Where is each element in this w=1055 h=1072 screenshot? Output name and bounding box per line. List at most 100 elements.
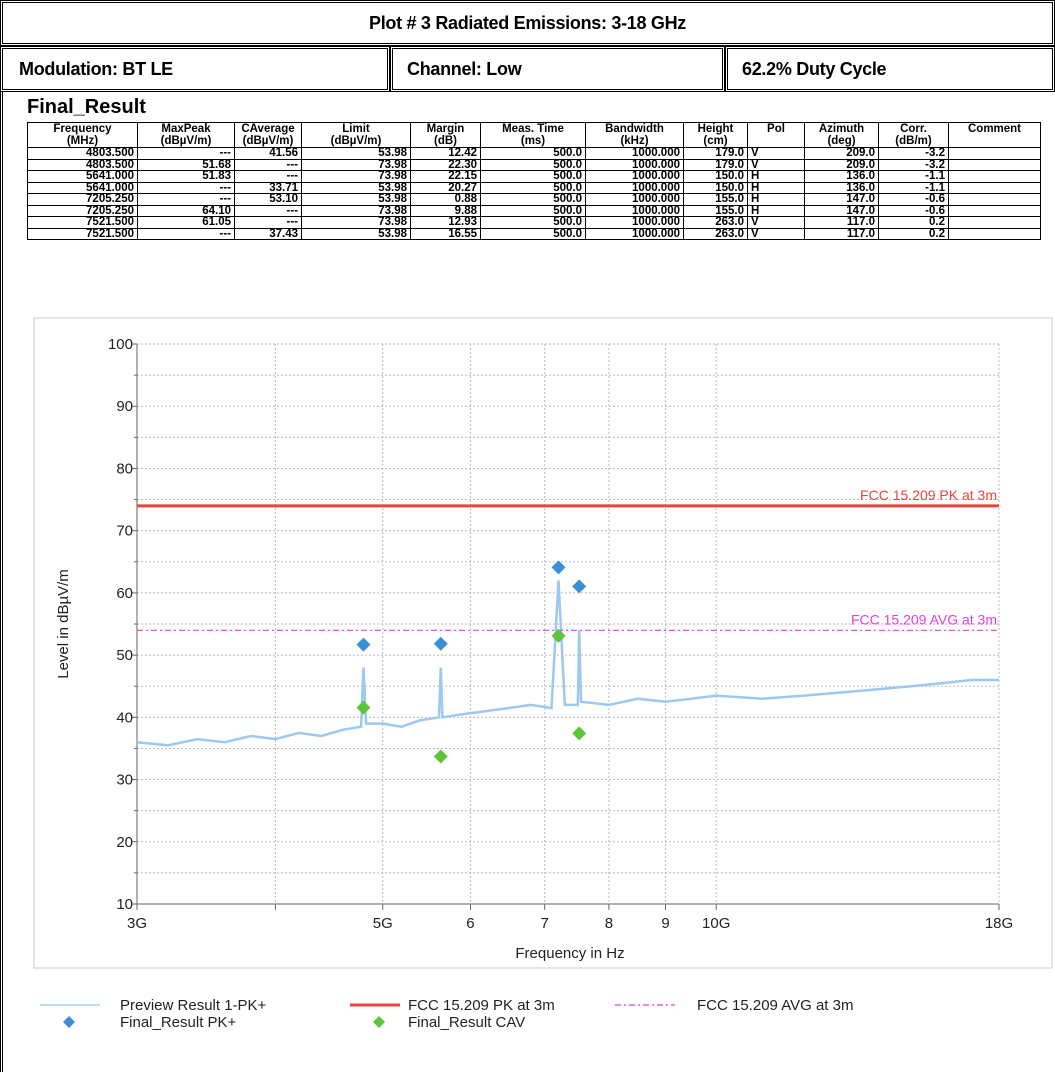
table-cell: 12.42 [410, 147, 481, 160]
column-name: Frequency [53, 123, 112, 135]
table-cell: 5641.000 [27, 181, 138, 194]
table-cell: 147.0 [804, 204, 879, 217]
legend-label: FCC 15.209 PK at 3m [408, 997, 555, 1014]
column-name: Comment [967, 123, 1022, 135]
x-tick-label: 3G [127, 915, 147, 932]
column-header: Bandwidth (kHz) [585, 122, 684, 148]
table-cell: 37.43 [234, 227, 302, 240]
table-cell: 1000.000 [585, 216, 684, 229]
table-cell: 136.0 [804, 181, 879, 194]
y-tick-label: 90 [116, 398, 133, 415]
table-cell: 7521.500 [27, 227, 138, 240]
y-axis-label: Level in dBµV/m [55, 569, 72, 679]
table-cell: 9.88 [410, 204, 481, 217]
table-cell: 263.0 [683, 227, 748, 240]
table-cell [948, 227, 1041, 240]
table-cell: 500.0 [480, 181, 586, 194]
table-cell: 500.0 [480, 158, 586, 171]
column-name: Margin [426, 123, 465, 135]
column-name: Corr. [900, 123, 927, 135]
result-table: Frequency (MHz) MaxPeak (dBµV/m) CAverage (dB… [27, 122, 1041, 240]
column-name: Pol [767, 123, 785, 135]
table-cell: 179.0 [683, 158, 748, 171]
column-header: Corr. (dB/m) [878, 122, 949, 148]
table-cell: 51.83 [137, 170, 235, 183]
table-cell: 155.0 [683, 193, 748, 206]
table-cell: 33.71 [234, 181, 302, 194]
legend-label: Preview Result 1-PK+ [120, 997, 267, 1014]
table-cell: 1000.000 [585, 193, 684, 206]
section-title: Final_Result [27, 96, 146, 118]
table-cell: V [747, 216, 805, 229]
column-name: Azimuth [818, 123, 865, 135]
table-cell: 117.0 [804, 227, 879, 240]
table-cell: -1.1 [878, 181, 949, 194]
marker [433, 749, 448, 764]
table-cell: 4803.500 [27, 158, 138, 171]
y-tick-label: 50 [116, 647, 133, 664]
table-cell [948, 193, 1041, 206]
legend-marker [373, 1016, 385, 1028]
y-tick-label: 30 [116, 772, 133, 789]
column-header: Height (cm) [683, 122, 748, 148]
table-cell: 500.0 [480, 216, 586, 229]
table-cell: 150.0 [683, 181, 748, 194]
table-cell: --- [234, 216, 302, 229]
column-unit: (kHz) [620, 135, 649, 147]
table-cell: 179.0 [683, 147, 748, 160]
table-cell: 500.0 [480, 147, 586, 160]
table-cell: 53.98 [301, 227, 411, 240]
table-cell: 64.10 [137, 204, 235, 217]
x-tick-label: 6 [466, 915, 474, 932]
table-cell: 7205.250 [27, 193, 138, 206]
column-name: CAverage [241, 123, 295, 135]
marker [572, 579, 587, 594]
column-header: MaxPeak (dBµV/m) [137, 122, 235, 148]
table-cell: -3.2 [878, 147, 949, 160]
table-cell: --- [137, 147, 235, 160]
column-name: Height [697, 123, 734, 135]
table-row: 7205.250 64.10 --- 73.98 9.88 500.0 1000.000 15… [27, 204, 1041, 217]
column-name: Bandwidth [605, 123, 664, 135]
table-cell: 5641.000 [27, 170, 138, 183]
section [0, 92, 1055, 1072]
column-unit: (dB) [434, 135, 457, 147]
column-header: Margin (dB) [410, 122, 481, 148]
line-label: FCC 15.209 PK at 3m [860, 487, 997, 503]
table-cell: -3.2 [878, 158, 949, 171]
column-unit: (cm) [703, 135, 728, 147]
channel: Channel: Low [390, 46, 725, 92]
column-header: Pol [747, 122, 805, 148]
table-cell: 0.88 [410, 193, 481, 206]
table-cell: H [747, 193, 805, 206]
table-cell: 53.98 [301, 147, 411, 160]
table-cell: 53.98 [301, 193, 411, 206]
x-axis-label: Frequency in Hz [515, 945, 624, 962]
chart: Frequency in Hz Level in dBµV/m 10 20 30 40… [33, 317, 1053, 1031]
table-cell: --- [137, 193, 235, 206]
table-cell: 73.98 [301, 170, 411, 183]
table-cell [948, 170, 1041, 183]
table-cell: 147.0 [804, 193, 879, 206]
table-cell [948, 147, 1041, 160]
table-cell: 150.0 [683, 170, 748, 183]
table-cell: V [747, 227, 805, 240]
table-cell: --- [137, 227, 235, 240]
modulation: Modulation: BT LE [0, 46, 390, 92]
table-cell: 263.0 [683, 216, 748, 229]
duty-cycle: 62.2% Duty Cycle [725, 46, 1055, 92]
column-unit: (ms) [520, 135, 546, 147]
column-unit: (dBµV/m) [242, 135, 294, 147]
column-name: Limit [342, 123, 370, 135]
y-tick-label: 10 [116, 896, 133, 913]
table-cell: 7205.250 [27, 204, 138, 217]
y-tick-label: 100 [108, 336, 133, 353]
y-tick-label: 80 [116, 460, 133, 477]
chart-frame [33, 317, 1053, 969]
y-tick-label: 70 [116, 523, 133, 540]
table-cell: --- [234, 158, 302, 171]
table-cell: H [747, 181, 805, 194]
table-cell: 12.93 [410, 216, 481, 229]
table-cell: 500.0 [480, 204, 586, 217]
